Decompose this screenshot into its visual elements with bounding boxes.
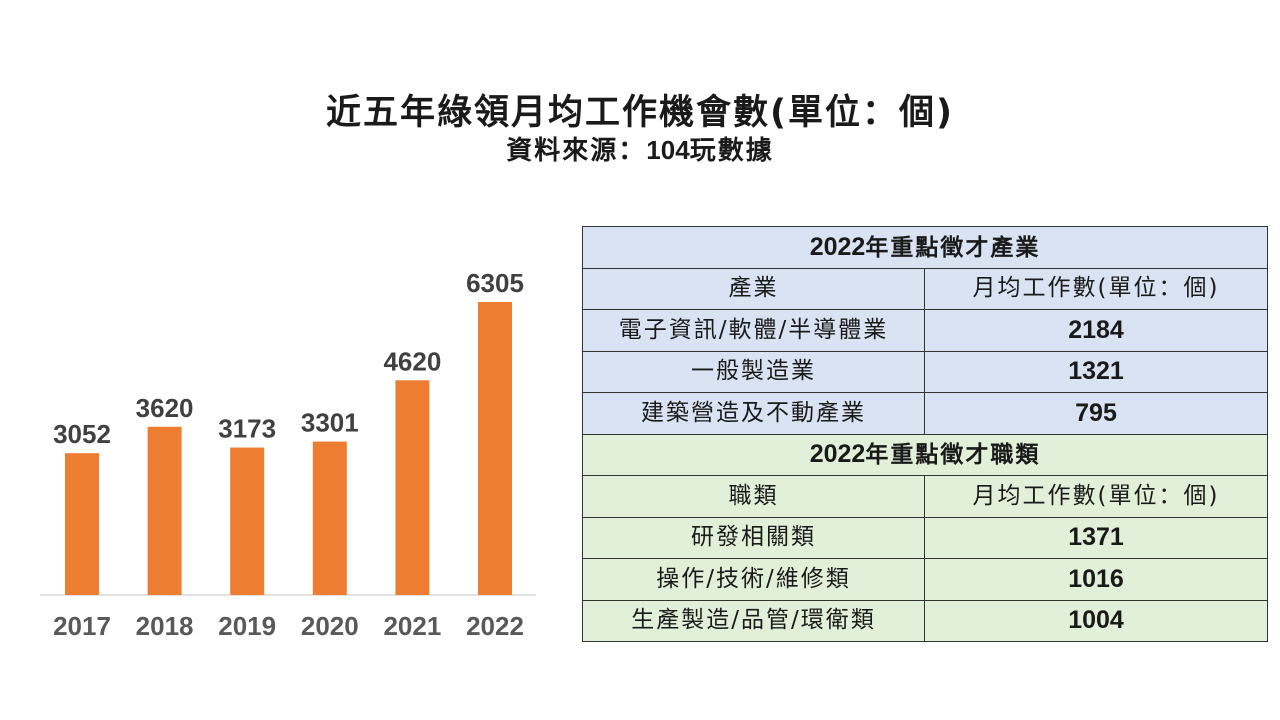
job-section-title-text: 年重點徵才職類	[865, 442, 1041, 469]
industry-value-cell: 1321	[924, 350, 1268, 393]
industry-section-year: 2022	[809, 232, 866, 261]
bars-group: 3052 2017 3620 2018 3173 2019 3301 2020 4620 2021…	[53, 268, 524, 641]
job-name-cell: 操作/技術/維修類	[582, 558, 925, 601]
source-number: 104	[646, 135, 690, 165]
bar-chart: 3052 2017 3620 2018 3173 2019 3301 2020 4620 2021…	[40, 268, 536, 641]
recruitment-table: 2022年重點徵才產業 產業 月均工作數(單位：個) 電子資訊/軟體/半導體業 …	[582, 226, 1268, 642]
bar-value-label: 3620	[136, 393, 194, 423]
x-tick-label: 2022	[466, 611, 524, 641]
source-suffix: 玩數據	[689, 136, 774, 166]
industry-name-cell: 電子資訊/軟體/半導體業	[582, 309, 925, 352]
bar-2020	[312, 441, 347, 595]
x-tick-label: 2018	[136, 611, 194, 641]
bar-2021	[395, 380, 430, 595]
industry-section-header-row: 2022年重點徵才產業	[582, 226, 1268, 269]
bar-value-label: 3301	[301, 408, 359, 438]
bar-2017	[65, 453, 99, 595]
job-value-cell: 1371	[924, 516, 1268, 559]
industry-column-header-row: 產業 月均工作數(單位：個)	[582, 267, 1268, 310]
table-row: 生產製造/品管/環衛類 1004	[582, 599, 1268, 642]
industry-name-cell: 一般製造業	[582, 350, 925, 393]
industry-col-header: 產業	[582, 267, 925, 310]
job-value-col-header: 月均工作數(單位：個)	[924, 475, 1268, 518]
bar-2019	[230, 447, 265, 595]
job-col-header: 職類	[582, 475, 925, 518]
bar-value-label: 4620	[383, 346, 441, 376]
job-value-cell: 1016	[924, 558, 1268, 601]
job-name-cell: 生產製造/品管/環衛類	[582, 599, 925, 642]
source-subtitle: 資料來源：104玩數據	[0, 130, 1280, 167]
bar-value-label: 3173	[218, 414, 276, 444]
x-tick-label: 2020	[301, 611, 359, 641]
job-value-cell: 1004	[924, 599, 1268, 642]
x-tick-label: 2021	[383, 611, 441, 641]
table-row: 一般製造業 1321	[582, 350, 1268, 393]
bar-value-label: 6305	[466, 268, 524, 298]
x-tick-label: 2017	[53, 611, 111, 641]
industry-section-title: 2022年重點徵才產業	[582, 226, 1268, 269]
industry-name-cell: 建築營造及不動產業	[582, 392, 925, 435]
industry-value-col-header: 月均工作數(單位：個)	[924, 267, 1268, 310]
table-row: 操作/技術/維修類 1016	[582, 558, 1268, 601]
job-section-title: 2022年重點徵才職類	[582, 433, 1268, 476]
source-prefix: 資料來源：	[506, 136, 647, 166]
bar-value-label: 3052	[53, 419, 111, 449]
industry-section-title-text: 年重點徵才產業	[865, 234, 1041, 261]
table-row: 研發相關類 1371	[582, 516, 1268, 559]
page-title: 近五年綠領月均工作機會數(單位：個)	[326, 93, 954, 133]
industry-value-cell: 2184	[924, 309, 1268, 352]
x-tick-label: 2019	[218, 611, 276, 641]
industry-value-cell: 795	[924, 392, 1268, 435]
job-section-year: 2022	[809, 440, 866, 469]
job-column-header-row: 職類 月均工作數(單位：個)	[582, 475, 1268, 518]
table-row: 建築營造及不動產業 795	[582, 392, 1268, 435]
job-section-header-row: 2022年重點徵才職類	[582, 433, 1268, 476]
bar-2018	[147, 426, 182, 595]
bar-2022	[478, 302, 512, 595]
job-name-cell: 研發相關類	[582, 516, 925, 559]
table-row: 電子資訊/軟體/半導體業 2184	[582, 309, 1268, 352]
